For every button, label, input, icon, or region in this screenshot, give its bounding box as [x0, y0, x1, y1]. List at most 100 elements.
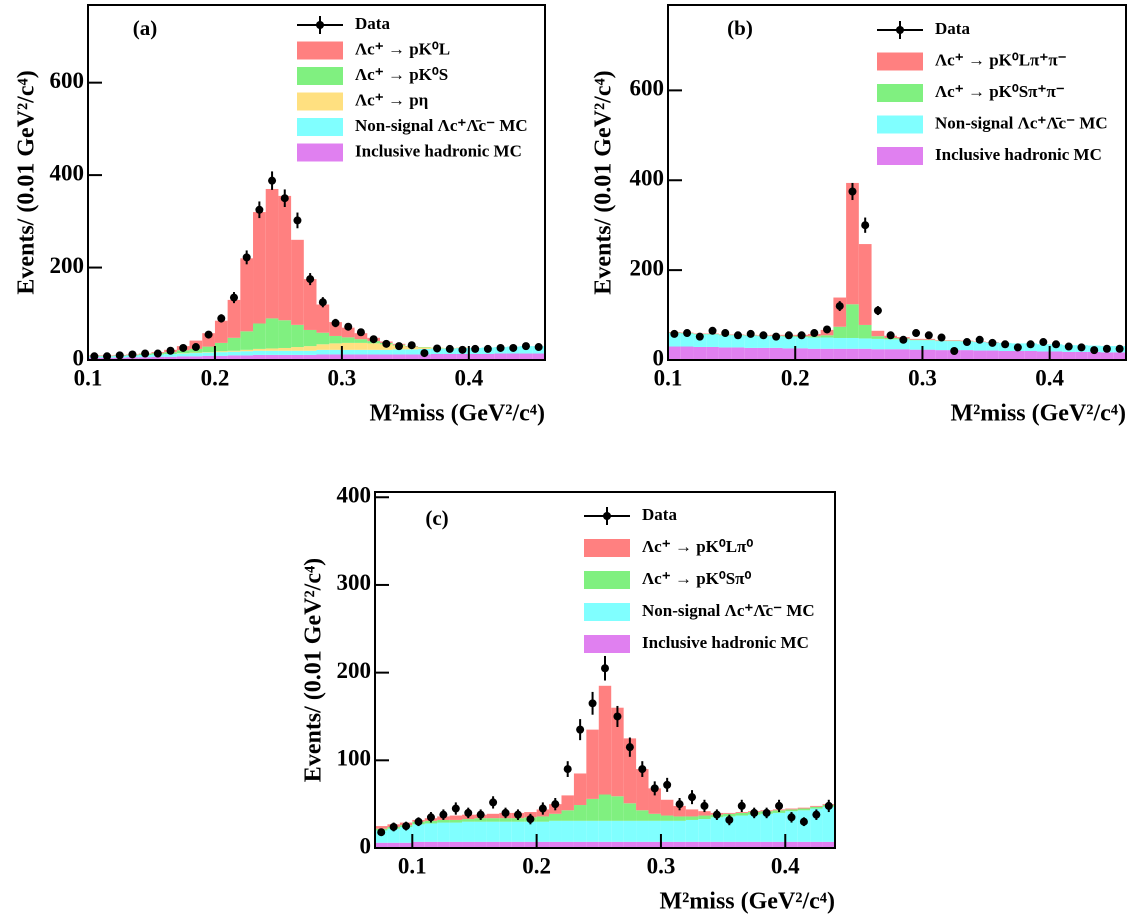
legend-marker [603, 512, 611, 520]
hist-bin [399, 842, 413, 848]
hist-bin [278, 347, 292, 351]
hist-bin [648, 841, 661, 848]
hist-bin [202, 355, 215, 360]
data-point [153, 349, 162, 358]
data-point [1077, 343, 1086, 352]
data-point [217, 314, 226, 323]
data-point [128, 350, 137, 359]
hist-bin [611, 707, 624, 797]
hist-bin [747, 814, 761, 842]
data-point [1115, 344, 1124, 353]
hist-bin [710, 817, 724, 842]
data-point [526, 815, 535, 824]
hist-bin [611, 841, 624, 848]
data-point [521, 342, 530, 351]
hist-bin [303, 329, 317, 347]
hist-bin [947, 350, 961, 360]
hist-bin [443, 353, 457, 360]
x-tick-label: 0.1 [74, 365, 103, 390]
hist-bin [757, 347, 770, 360]
hist-bin [303, 346, 317, 351]
hist-bin [405, 354, 419, 360]
data-point [835, 302, 844, 311]
hist-bin [772, 841, 786, 848]
hist-bin [303, 354, 317, 360]
hist-bin [412, 824, 425, 842]
hist-bin [623, 841, 637, 848]
hist-bin [846, 182, 859, 305]
y-tick-label: 0 [360, 833, 372, 858]
data-point [534, 343, 543, 352]
hist-bin [278, 354, 292, 360]
hist-bin [1036, 344, 1050, 352]
hist-bin [598, 820, 612, 842]
hist-bin [354, 349, 368, 355]
hist-bin [858, 324, 872, 339]
hist-bin [947, 341, 961, 351]
hist-bin [189, 356, 203, 360]
hist-bin [214, 320, 228, 343]
y-tick-label: 400 [50, 160, 85, 185]
data-point [733, 331, 742, 340]
hist-bin [253, 323, 266, 349]
hist-bin [456, 353, 469, 360]
hist-bin [735, 815, 748, 842]
hist-bin [387, 828, 400, 843]
hist-bin [561, 841, 574, 848]
hist-bin [367, 354, 380, 360]
y-axis-label: Events/ (0.01 GeV²/c⁴) [14, 70, 40, 294]
data-point [204, 330, 213, 339]
hist-bin [329, 343, 342, 350]
legend-label: Non-signal Λc⁺Λ̄c⁻ MC [935, 113, 1108, 132]
data-point [1026, 340, 1035, 349]
hist-bin [871, 349, 885, 360]
hist-bin [532, 353, 545, 360]
y-tick-label: 100 [337, 746, 372, 771]
hist-bin [536, 816, 550, 822]
legend-label: Data [642, 505, 677, 524]
hist-bin [735, 841, 748, 848]
hist-bin [549, 820, 562, 842]
hist-bin [611, 796, 624, 821]
hist-bin [797, 808, 811, 811]
frame [87, 4, 546, 361]
y-tick-label: 0 [73, 345, 85, 370]
hist-bin [499, 818, 512, 822]
hist-bin [549, 813, 562, 821]
y-tick-label: 600 [50, 68, 85, 93]
hist-bin [648, 820, 661, 842]
hist-bin [392, 349, 406, 355]
data-point [708, 326, 717, 335]
data-point [318, 298, 327, 307]
data-point [700, 801, 709, 810]
hist-bin [673, 841, 686, 848]
hist-bin [586, 841, 599, 848]
data-point [962, 338, 971, 347]
data-point [229, 293, 238, 302]
data-point [810, 329, 819, 338]
hist-bin [329, 354, 342, 360]
hist-bin [561, 795, 574, 811]
hist-bin [202, 346, 215, 353]
hist-bin [769, 347, 783, 360]
hist-bin [731, 335, 745, 348]
hist-bin [573, 805, 587, 821]
y-tick-label: 400 [337, 483, 372, 508]
data-point [255, 205, 264, 214]
hist-bin [387, 842, 400, 848]
hist-bin [499, 841, 512, 848]
legend-label: Data [935, 19, 970, 38]
data-point [458, 345, 467, 354]
hist-bin [1100, 352, 1114, 360]
hist-bin [1024, 351, 1037, 360]
data-point [501, 808, 510, 817]
hist-bin [392, 354, 406, 360]
x-tick-label: 0.3 [647, 853, 676, 878]
hist-bin [449, 822, 463, 842]
hist-bin [760, 813, 773, 842]
legend-swatch [297, 118, 343, 136]
data-point [912, 329, 921, 338]
x-tick-label: 0.2 [781, 365, 810, 390]
data-point [445, 344, 454, 353]
hist-bin [973, 342, 987, 351]
